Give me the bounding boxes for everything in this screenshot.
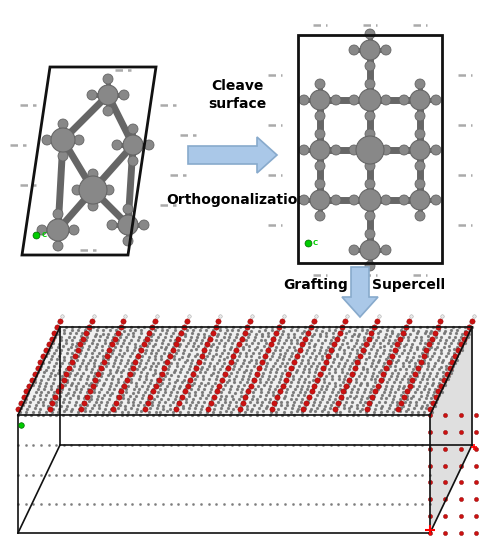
Circle shape xyxy=(349,195,359,205)
Circle shape xyxy=(331,145,341,155)
Circle shape xyxy=(381,245,391,255)
Circle shape xyxy=(359,89,381,111)
Circle shape xyxy=(98,85,118,105)
Circle shape xyxy=(349,145,359,155)
Circle shape xyxy=(87,90,97,100)
Circle shape xyxy=(128,124,138,134)
Circle shape xyxy=(88,201,98,211)
Circle shape xyxy=(103,74,113,84)
Circle shape xyxy=(415,161,425,171)
Circle shape xyxy=(144,140,154,150)
Text: C: C xyxy=(313,240,318,246)
Circle shape xyxy=(119,90,129,100)
Circle shape xyxy=(310,140,330,160)
Circle shape xyxy=(381,145,391,155)
Circle shape xyxy=(431,195,441,205)
Circle shape xyxy=(410,190,430,210)
Circle shape xyxy=(51,128,75,152)
Circle shape xyxy=(415,179,425,189)
Circle shape xyxy=(103,106,113,116)
Circle shape xyxy=(315,111,325,121)
Circle shape xyxy=(365,229,375,239)
Circle shape xyxy=(315,129,325,139)
FancyArrow shape xyxy=(188,137,277,173)
Circle shape xyxy=(399,195,409,205)
Circle shape xyxy=(88,169,98,179)
Circle shape xyxy=(381,45,391,55)
Polygon shape xyxy=(430,327,472,533)
Circle shape xyxy=(360,40,380,60)
Circle shape xyxy=(299,145,309,155)
Circle shape xyxy=(415,211,425,221)
Circle shape xyxy=(381,195,391,205)
Circle shape xyxy=(42,135,52,145)
Circle shape xyxy=(365,61,375,71)
Circle shape xyxy=(349,45,359,55)
Circle shape xyxy=(69,225,79,235)
Text: Supercell: Supercell xyxy=(372,278,445,292)
Circle shape xyxy=(359,189,381,211)
Circle shape xyxy=(399,145,409,155)
Text: Orthogonalization: Orthogonalization xyxy=(166,193,308,207)
Circle shape xyxy=(72,185,82,195)
Circle shape xyxy=(123,135,143,155)
Circle shape xyxy=(356,136,384,164)
Circle shape xyxy=(47,219,69,241)
Circle shape xyxy=(104,185,114,195)
Circle shape xyxy=(112,140,122,150)
Circle shape xyxy=(381,95,391,105)
Circle shape xyxy=(365,179,375,189)
Circle shape xyxy=(399,95,409,105)
Circle shape xyxy=(123,236,133,246)
Circle shape xyxy=(415,111,425,121)
Circle shape xyxy=(315,161,325,171)
Circle shape xyxy=(299,95,309,105)
Circle shape xyxy=(365,79,375,89)
Circle shape xyxy=(123,204,133,214)
Circle shape xyxy=(79,176,107,204)
Circle shape xyxy=(365,211,375,221)
FancyArrow shape xyxy=(342,267,378,317)
Text: Cleave
surface: Cleave surface xyxy=(208,80,266,111)
Circle shape xyxy=(431,95,441,105)
Circle shape xyxy=(360,240,380,260)
Circle shape xyxy=(331,95,341,105)
Circle shape xyxy=(365,261,375,271)
Circle shape xyxy=(415,79,425,89)
Circle shape xyxy=(349,245,359,255)
Circle shape xyxy=(139,220,149,230)
Circle shape xyxy=(365,111,375,121)
Circle shape xyxy=(118,215,138,235)
Circle shape xyxy=(349,95,359,105)
Circle shape xyxy=(37,225,47,235)
Circle shape xyxy=(299,195,309,205)
Circle shape xyxy=(128,156,138,166)
Circle shape xyxy=(58,119,68,129)
Circle shape xyxy=(315,211,325,221)
Bar xyxy=(298,35,442,263)
Circle shape xyxy=(431,145,441,155)
Circle shape xyxy=(74,135,84,145)
Text: C: C xyxy=(42,232,47,238)
Circle shape xyxy=(53,209,63,219)
Circle shape xyxy=(331,195,341,205)
Polygon shape xyxy=(18,327,472,415)
Circle shape xyxy=(58,151,68,161)
Text: Grafting: Grafting xyxy=(283,278,348,292)
Circle shape xyxy=(53,241,63,251)
Circle shape xyxy=(410,90,430,110)
Circle shape xyxy=(310,90,330,110)
Circle shape xyxy=(365,129,375,139)
Circle shape xyxy=(315,179,325,189)
Circle shape xyxy=(410,140,430,160)
Circle shape xyxy=(365,29,375,39)
Circle shape xyxy=(107,220,117,230)
Circle shape xyxy=(315,79,325,89)
Circle shape xyxy=(415,129,425,139)
Circle shape xyxy=(365,161,375,171)
Circle shape xyxy=(310,190,330,210)
